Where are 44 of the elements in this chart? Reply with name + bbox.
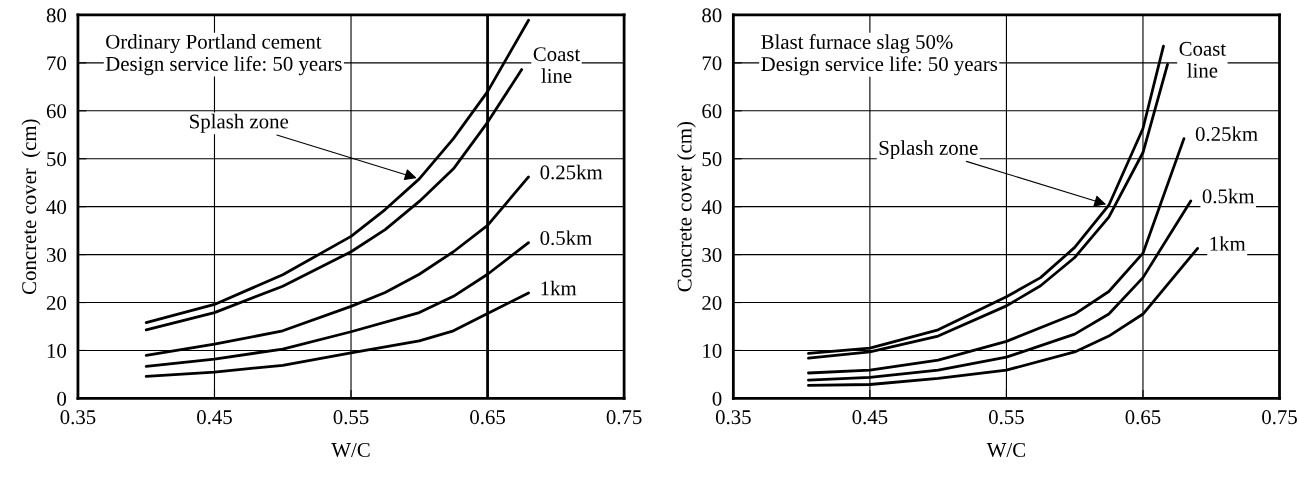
series-label: 0.5km bbox=[540, 230, 592, 246]
y-tick-label: 20 bbox=[702, 295, 722, 310]
x-tick-label: 0.65 bbox=[1125, 410, 1161, 425]
y-tick-label: 60 bbox=[702, 104, 722, 119]
y-tick-label: 10 bbox=[47, 343, 67, 358]
series-label: 0.25km bbox=[1195, 126, 1258, 142]
series-label: Coast line bbox=[533, 47, 581, 83]
y-tick-label: 20 bbox=[46, 295, 67, 310]
y-tick-label: 30 bbox=[46, 247, 67, 263]
series-label: 1km bbox=[541, 280, 577, 296]
x-tick-label: 0.55 bbox=[988, 410, 1024, 425]
series-label: 0.25km bbox=[540, 164, 603, 180]
annotation: Splash zone bbox=[879, 140, 978, 160]
y-axis-title: Concrete cover (cm) bbox=[21, 119, 41, 295]
y-tick-label: 80 bbox=[46, 8, 67, 23]
series-label: Coast line bbox=[1179, 41, 1226, 78]
y-tick-label: 40 bbox=[701, 200, 722, 215]
y-tick-label: 60 bbox=[46, 104, 67, 119]
y-tick-label: 40 bbox=[46, 200, 67, 215]
x-tick-label: 0.45 bbox=[197, 410, 232, 425]
x-tick-label: 0.45 bbox=[852, 410, 888, 425]
y-tick-label: 80 bbox=[702, 8, 722, 23]
x-tick-label: 0.55 bbox=[333, 410, 369, 425]
series-label: 1km bbox=[1210, 236, 1246, 251]
x-tick-label: 0.65 bbox=[470, 410, 505, 425]
y-tick-label: 70 bbox=[702, 56, 722, 71]
x-tick-label: 0.35 bbox=[715, 410, 751, 425]
annotation: Blast furnace slag 50% Design service life: 50 years bbox=[761, 34, 998, 76]
annotation: Ordinary Portland cement Design service life: 50 years bbox=[105, 34, 342, 76]
x-axis-title: W/C bbox=[331, 442, 370, 458]
y-tick-label: 50 bbox=[47, 152, 67, 167]
y-tick-label: 0 bbox=[57, 391, 67, 406]
y-axis-title: Concrete cover (cm) bbox=[676, 121, 696, 292]
y-tick-label: 0 bbox=[712, 391, 722, 406]
y-tick-label: 70 bbox=[47, 56, 67, 71]
y-tick-label: 30 bbox=[702, 247, 722, 263]
x-axis-title: W/C bbox=[986, 442, 1025, 458]
annotation: Splash zone bbox=[190, 113, 289, 133]
x-tick-label: 0.75 bbox=[606, 410, 642, 425]
y-tick-label: 50 bbox=[702, 152, 722, 167]
series-label: 0.5km bbox=[1202, 188, 1255, 204]
x-tick-label: 0.35 bbox=[60, 410, 96, 425]
x-tick-label: 0.75 bbox=[1262, 410, 1297, 425]
y-tick-label: 10 bbox=[703, 343, 722, 358]
